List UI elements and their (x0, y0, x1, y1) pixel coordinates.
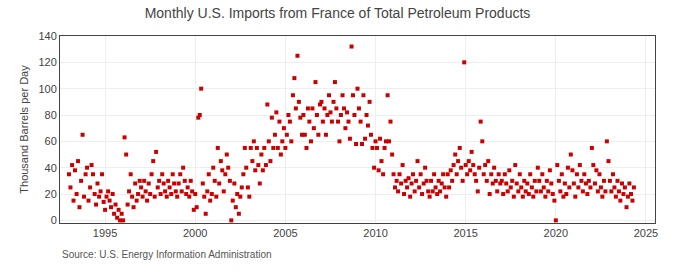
svg-text:2020: 2020 (544, 227, 568, 239)
svg-text:2005: 2005 (273, 227, 297, 239)
svg-text:60: 60 (45, 135, 57, 147)
svg-text:40: 40 (45, 162, 57, 174)
svg-text:140: 140 (38, 30, 56, 42)
svg-text:2025: 2025 (634, 227, 658, 239)
svg-text:1995: 1995 (93, 227, 117, 239)
svg-text:20: 20 (45, 188, 57, 200)
svg-text:Monthly U.S. Imports from Fran: Monthly U.S. Imports from France of Tota… (145, 5, 531, 21)
svg-text:100: 100 (38, 83, 56, 95)
svg-text:Source: U.S. Energy Informatio: Source: U.S. Energy Information Administ… (62, 249, 272, 260)
svg-text:0: 0 (51, 214, 57, 226)
svg-text:2010: 2010 (363, 227, 387, 239)
svg-text:2015: 2015 (453, 227, 477, 239)
svg-text:120: 120 (38, 56, 56, 68)
svg-text:Thousand Barrels per Day: Thousand Barrels per Day (18, 65, 30, 194)
svg-text:80: 80 (45, 109, 57, 121)
svg-text:2000: 2000 (183, 227, 207, 239)
